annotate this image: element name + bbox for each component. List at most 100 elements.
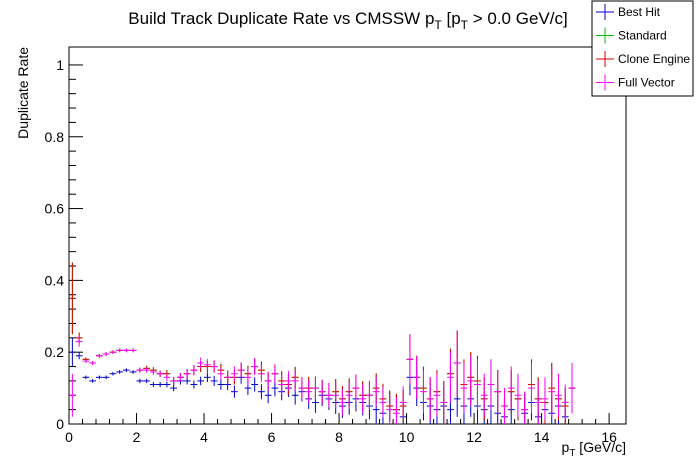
- data-point: [359, 384, 367, 413]
- x-axis-label-main: p: [562, 439, 570, 455]
- data-point: [561, 384, 569, 421]
- data-point: [426, 377, 434, 421]
- data-points: [69, 262, 576, 424]
- data-point: [204, 359, 211, 371]
- data-point: [474, 359, 481, 410]
- data-point: [136, 378, 144, 384]
- y-tick-label: 0.2: [45, 344, 65, 360]
- data-point: [170, 384, 178, 392]
- data-point: [372, 376, 380, 407]
- data-point: [163, 381, 171, 388]
- data-point: [102, 352, 110, 356]
- x-tick-label: 8: [335, 429, 343, 445]
- y-axis-label: Duplicate Rate: [15, 47, 31, 139]
- data-point: [555, 373, 562, 417]
- data-point: [89, 361, 97, 365]
- data-point: [82, 375, 90, 380]
- axis-tick-labels: 0 2 4 6 8 10 12 14 16 0 0.2 0.4 0.6 0.8 1: [45, 57, 618, 445]
- data-point: [123, 368, 130, 372]
- data-point: [197, 357, 205, 369]
- data-point: [75, 352, 83, 360]
- data-point: [116, 348, 124, 353]
- data-point: [75, 336, 83, 347]
- x-tick-label: 0: [65, 429, 73, 445]
- data-point: [109, 371, 117, 376]
- data-point: [96, 375, 103, 380]
- data-point: [298, 377, 306, 399]
- y-tick-label: 0: [56, 416, 64, 432]
- chart-title-pre: Build Track Duplicate Rate vs CMSSW p: [128, 9, 434, 28]
- x-tick-label: 10: [399, 429, 415, 445]
- data-point: [96, 353, 103, 358]
- data-point: [143, 367, 151, 373]
- data-point: [231, 385, 238, 398]
- data-point: [129, 370, 137, 374]
- data-point: [150, 369, 157, 375]
- legend-entry-clone-engine: Clone Engine: [596, 51, 690, 67]
- y-tick-label: 1: [56, 57, 64, 73]
- data-point: [447, 352, 454, 403]
- data-point: [183, 369, 191, 379]
- data-point: [89, 379, 97, 383]
- x-tick-label: 12: [466, 429, 482, 445]
- data-point: [352, 374, 360, 402]
- data-point: [251, 377, 259, 392]
- data-point: [143, 378, 151, 384]
- data-point: [339, 389, 346, 416]
- x-tick-label: 4: [200, 429, 208, 445]
- data-point: [150, 381, 157, 388]
- data-point: [325, 383, 333, 408]
- data-point: [271, 364, 279, 384]
- legend-entry-standard: Standard: [596, 27, 667, 44]
- data-point: [494, 370, 502, 414]
- chart-title: Build Track Duplicate Rate vs CMSSW pT […: [128, 9, 567, 32]
- data-point: [217, 367, 225, 381]
- data-point: [224, 370, 232, 385]
- legend-box: [591, 0, 694, 97]
- data-point: [460, 362, 468, 414]
- data-point: [507, 366, 515, 410]
- data-point: [285, 370, 292, 391]
- y-tick-label: 0.8: [45, 129, 65, 145]
- y-tick-label: 0.6: [45, 201, 65, 217]
- data-point: [69, 337, 76, 367]
- data-point: [244, 369, 252, 386]
- data-point: [453, 330, 461, 396]
- x-axis-label-post: [GeV/c]: [575, 439, 626, 455]
- data-point: [231, 366, 238, 381]
- data-point: [69, 373, 76, 417]
- data-point: [109, 350, 117, 354]
- data-point: [177, 373, 184, 382]
- data-point: [170, 376, 178, 385]
- data-point: [440, 380, 448, 424]
- data-point: [332, 382, 340, 408]
- x-tick-label: 6: [268, 429, 276, 445]
- data-point: [480, 373, 488, 417]
- data-point: [534, 380, 542, 424]
- data-point: [237, 362, 245, 378]
- legend-label: Clone Engine: [618, 52, 690, 66]
- data-point: [379, 387, 387, 418]
- data-point: [521, 391, 529, 424]
- chart-title-mid: [p: [442, 9, 461, 28]
- data-point: [514, 373, 522, 417]
- data-point: [541, 377, 549, 421]
- data-point: [568, 362, 576, 414]
- legend-entry-best-hit: Best Hit: [596, 4, 661, 20]
- data-point: [386, 394, 394, 424]
- data-point: [548, 366, 556, 417]
- data-point: [156, 381, 164, 388]
- data-point: [264, 387, 272, 404]
- x-tick-label: 16: [601, 429, 617, 445]
- chart-title-post: > 0.0 GeV/c]: [468, 9, 568, 28]
- data-point: [197, 376, 205, 386]
- data-point: [487, 359, 495, 410]
- legend-label: Best Hit: [618, 5, 661, 19]
- data-point: [251, 358, 259, 375]
- data-point: [406, 334, 414, 385]
- data-point: [366, 380, 373, 410]
- data-point: [467, 355, 475, 407]
- data-point: [291, 370, 299, 392]
- legend-label: Full Vector: [618, 76, 675, 90]
- data-point: [129, 348, 137, 353]
